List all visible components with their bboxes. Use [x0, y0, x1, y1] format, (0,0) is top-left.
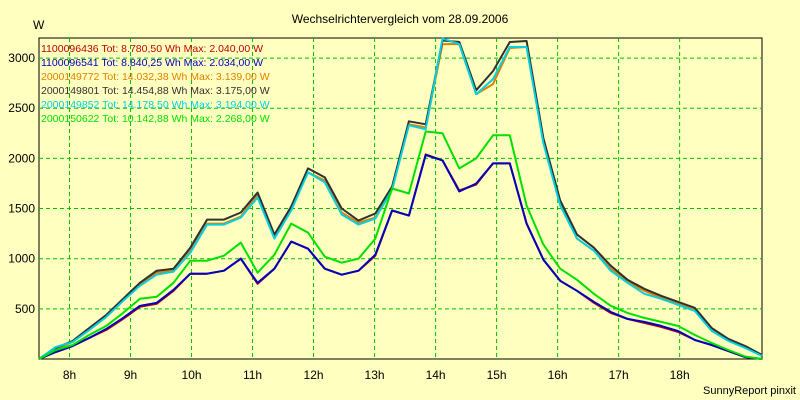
x-tick-label: 17h — [609, 368, 629, 382]
y-tick-label: 3000 — [8, 51, 35, 65]
legend-entry-2: 1100096541 Tot: 8.840,25 Wh Max: 2.034,0… — [41, 57, 263, 69]
y-tick-labels: 500 1000 1500 2000 2500 3000 — [8, 51, 35, 316]
legend-entry-1: 1100096436 Tot: 8.780,50 Wh Max: 2.040,0… — [41, 43, 263, 55]
y-tick-label: 2500 — [8, 101, 35, 115]
footer-credit: SunnyReport pinxit — [703, 385, 796, 397]
x-tick-label: 14h — [426, 368, 446, 382]
y-axis-unit: W — [33, 18, 45, 32]
legend-entry-4: 2000149801 Tot: 14.454,88 Wh Max: 3.175,… — [41, 85, 270, 97]
y-tick-label: 500 — [15, 302, 35, 316]
x-tick-label: 13h — [365, 368, 385, 382]
plot-area — [38, 37, 763, 360]
y-tick-label: 2000 — [8, 151, 35, 165]
series-line-5 — [38, 37, 763, 360]
legend-entry-3: 2000149772 Tot: 14.032,38 Wh Max: 3.139,… — [41, 71, 270, 83]
x-tick-label: 8h — [63, 368, 76, 382]
y-tick-label: 1500 — [8, 202, 35, 216]
x-tick-label: 10h — [182, 368, 202, 382]
x-tick-label: 9h — [124, 368, 137, 382]
x-tick-label: 16h — [548, 368, 568, 382]
series-lines — [38, 37, 763, 360]
series-line-2 — [38, 154, 763, 360]
x-tick-labels: 8h 9h 10h 11h 12h 13h 14h 15h 16h 17h 18h — [63, 368, 690, 382]
series-line-6 — [38, 130, 763, 360]
legend-entry-5: 2000149852 Tot: 14.178,50 Wh Max: 3.194,… — [41, 99, 270, 111]
legend-entry-6: 2000150622 Tot: 10.142,88 Wh Max: 2.268,… — [41, 113, 270, 125]
chart-title: Wechselrichtervergleich vom 28.09.2006 — [292, 12, 509, 26]
x-tick-label: 18h — [670, 368, 690, 382]
x-tick-label: 11h — [243, 368, 262, 382]
y-tick-label: 1000 — [8, 252, 35, 266]
x-tick-label: 12h — [304, 368, 324, 382]
x-tick-label: 15h — [487, 368, 507, 382]
legend: 1100096436 Tot: 8.780,50 Wh Max: 2.040,0… — [41, 43, 270, 125]
